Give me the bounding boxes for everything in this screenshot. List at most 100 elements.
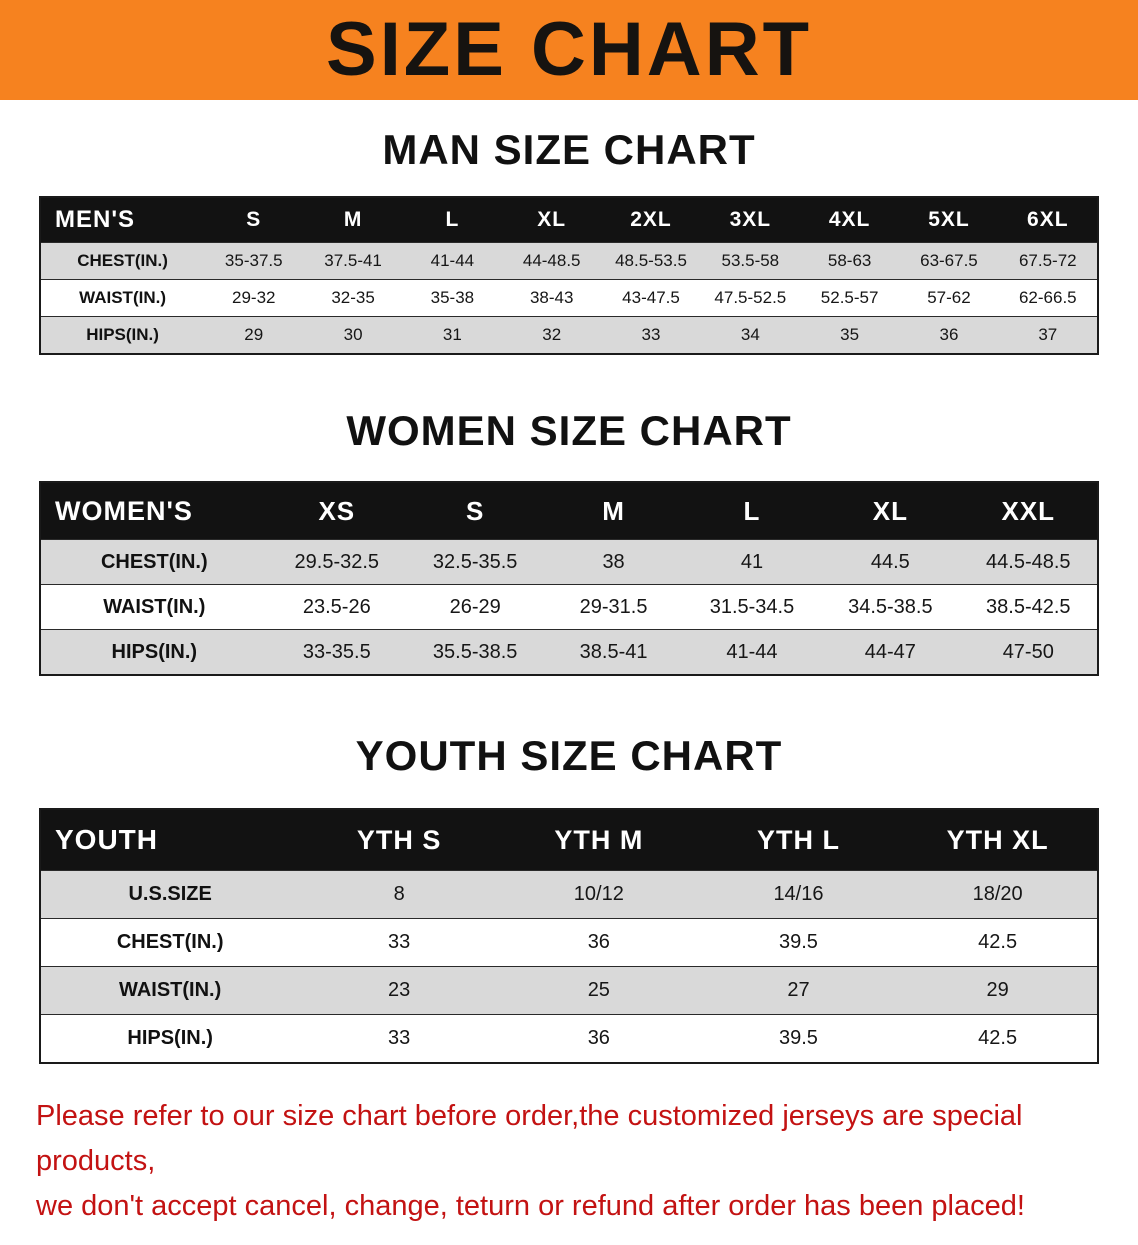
size-value-cell: 52.5-57: [820, 288, 879, 307]
table-header-row: WOMEN'S XS S M L XL XXL: [40, 482, 1098, 540]
size-value-cell: 44.5: [870, 550, 910, 573]
size-column-header: S: [204, 197, 304, 243]
women-size-section: WOMEN SIZE CHART WOMEN'S XS S M L XL XXL CHEST(…: [0, 407, 1138, 676]
size-value-cell: 41-44: [430, 251, 475, 270]
size-value-cell: 62-66.5: [1018, 288, 1077, 307]
disclaimer-line-2: we don't accept cancel, change, teturn o…: [36, 1189, 1025, 1222]
size-value-cell: 33: [388, 1027, 411, 1049]
size-value-cell: 48.5-53.5: [615, 251, 687, 270]
size-value-cell: 10/12: [573, 883, 624, 905]
size-value-cell: 33-35.5: [302, 640, 371, 663]
size-column-header: L: [682, 482, 822, 540]
men-section-heading: MAN SIZE CHART: [382, 126, 756, 173]
size-value-cell: 35.5-38.5: [432, 640, 518, 663]
size-value-cell: 53.5-58: [721, 251, 780, 270]
size-value-cell: 38.5-42.5: [986, 595, 1071, 618]
size-column-header: S: [405, 482, 545, 540]
table-header-row: YOUTH YTH S YTH M YTH L YTH XL: [40, 809, 1098, 871]
men-size-section: MAN SIZE CHART MEN'S S M L XL 2XL 3XL 4XL 5XL 6XL…: [0, 126, 1138, 355]
size-value-cell: 41: [740, 550, 764, 573]
size-column-header: XS: [267, 482, 406, 540]
size-column-header: L: [402, 197, 503, 243]
table-title-cell: WOMEN'S: [40, 482, 268, 540]
size-column-header: YTH XL: [898, 809, 1098, 871]
table-head: YOUTH YTH S YTH M YTH L YTH XL: [40, 809, 1098, 871]
size-value-cell: 35-37.5: [224, 251, 283, 270]
measurement-row: U.S.SIZE 8 10/12 14/16 18/20: [40, 870, 1098, 919]
page-title: SIZE CHART: [326, 7, 812, 92]
size-column-header: M: [544, 482, 683, 540]
disclaimer: Please refer to our size chart before or…: [0, 1094, 1138, 1245]
measurement-row: HIPS(IN.) 33-35.5 35.5-38.5 38.5-41 41-44 44-…: [40, 629, 1098, 675]
row-label: WAIST(IN.): [79, 288, 166, 307]
size-value-cell: 25: [587, 979, 610, 1001]
size-value-cell: 39.5: [779, 931, 818, 953]
banner: SIZE CHART: [0, 0, 1138, 100]
size-value-cell: 23.5-26: [302, 595, 371, 618]
size-value-cell: 31: [442, 325, 462, 344]
size-value-cell: 36: [587, 931, 610, 953]
table-title-cell: YOUTH: [40, 809, 300, 871]
size-value-cell: 37: [1038, 325, 1058, 344]
size-value-cell: 35: [840, 325, 860, 344]
size-column-header: 2XL: [601, 197, 701, 243]
size-value-cell: 33: [641, 325, 661, 344]
size-value-cell: 18/20: [972, 883, 1023, 905]
size-value-cell: 33: [388, 931, 411, 953]
size-column-header: 4XL: [799, 197, 900, 243]
women-size-table: WOMEN'S XS S M L XL XXL CHEST(IN.) 29.5-32.5 32.5…: [39, 481, 1099, 676]
size-value-cell: 31.5-34.5: [709, 595, 795, 618]
men-size-table: MEN'S S M L XL 2XL 3XL 4XL 5XL 6XL CHEST(IN.) 35-37…: [39, 196, 1099, 355]
size-value-cell: 14/16: [773, 883, 824, 905]
size-value-cell: 38-43: [529, 288, 574, 307]
size-value-cell: 29: [986, 979, 1009, 1001]
size-value-cell: 29-31.5: [579, 595, 648, 618]
row-label: CHEST(IN.): [116, 931, 224, 953]
size-value-cell: 44-48.5: [522, 251, 581, 270]
size-value-cell: 57-62: [927, 288, 971, 307]
size-value-cell: 27: [787, 979, 810, 1001]
size-value-cell: 34: [740, 325, 760, 344]
youth-size-table: YOUTH YTH S YTH M YTH L YTH XL U.S.SIZE 8 10/12…: [39, 808, 1099, 1064]
size-value-cell: 47-50: [1002, 640, 1054, 663]
size-value-cell: 44-47: [864, 640, 916, 663]
measurement-row: HIPS(IN.) 29 30 31 32 33 34 35 36 37: [40, 316, 1098, 354]
size-value-cell: 36: [939, 325, 959, 344]
table-body: CHEST(IN.) 35-37.5 37.5-41 41-44 44-48.5 48.5…: [40, 242, 1098, 354]
size-value-cell: 23: [388, 979, 411, 1001]
size-column-header: 6XL: [998, 197, 1098, 243]
table-body: CHEST(IN.) 29.5-32.5 32.5-35.5 38 41 44.5 44.5…: [40, 539, 1098, 675]
size-value-cell: 32: [542, 325, 562, 344]
row-label: HIPS(IN.): [127, 1027, 213, 1049]
size-value-cell: 37.5-41: [324, 251, 382, 270]
size-value-cell: 29: [244, 325, 264, 344]
size-value-cell: 41-44: [726, 640, 778, 663]
size-value-cell: 30: [343, 325, 363, 344]
size-value-cell: 39.5: [779, 1027, 818, 1049]
size-column-header: YTH S: [299, 809, 499, 871]
measurement-row: WAIST(IN.) 23 25 27 29: [40, 966, 1098, 1015]
youth-size-section: YOUTH SIZE CHART YOUTH YTH S YTH M YTH L YTH…: [0, 732, 1138, 1064]
row-label: CHEST(IN.): [100, 550, 208, 573]
size-value-cell: 42.5: [978, 931, 1018, 953]
size-value-cell: 67.5-72: [1018, 251, 1077, 270]
table-head: MEN'S S M L XL 2XL 3XL 4XL 5XL 6XL: [40, 197, 1098, 243]
youth-section-heading: YOUTH SIZE CHART: [355, 732, 783, 779]
table-header-row: MEN'S S M L XL 2XL 3XL 4XL 5XL 6XL: [40, 197, 1098, 243]
size-value-cell: 29.5-32.5: [294, 550, 380, 573]
size-column-header: 5XL: [899, 197, 999, 243]
row-label: CHEST(IN.): [77, 251, 168, 270]
table-body: U.S.SIZE 8 10/12 14/16 18/20 CHEST(IN.) 33 36 39…: [40, 870, 1098, 1063]
size-column-header: XL: [821, 482, 960, 540]
size-value-cell: 8: [393, 883, 405, 905]
size-value-cell: 44.5-48.5: [986, 550, 1071, 573]
size-value-cell: 29-32: [232, 288, 276, 307]
size-value-cell: 32-35: [331, 288, 375, 307]
size-value-cell: 26-29: [449, 595, 501, 618]
row-label: HIPS(IN.): [86, 325, 159, 344]
size-value-cell: 63-67.5: [920, 251, 978, 270]
size-value-cell: 32.5-35.5: [432, 550, 518, 573]
row-label: HIPS(IN.): [111, 640, 198, 663]
table-title-cell: MEN'S: [40, 197, 205, 243]
size-column-header: YTH M: [498, 809, 699, 871]
